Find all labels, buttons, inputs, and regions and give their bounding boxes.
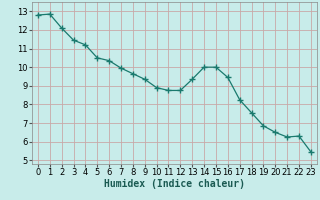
X-axis label: Humidex (Indice chaleur): Humidex (Indice chaleur) bbox=[104, 179, 245, 189]
